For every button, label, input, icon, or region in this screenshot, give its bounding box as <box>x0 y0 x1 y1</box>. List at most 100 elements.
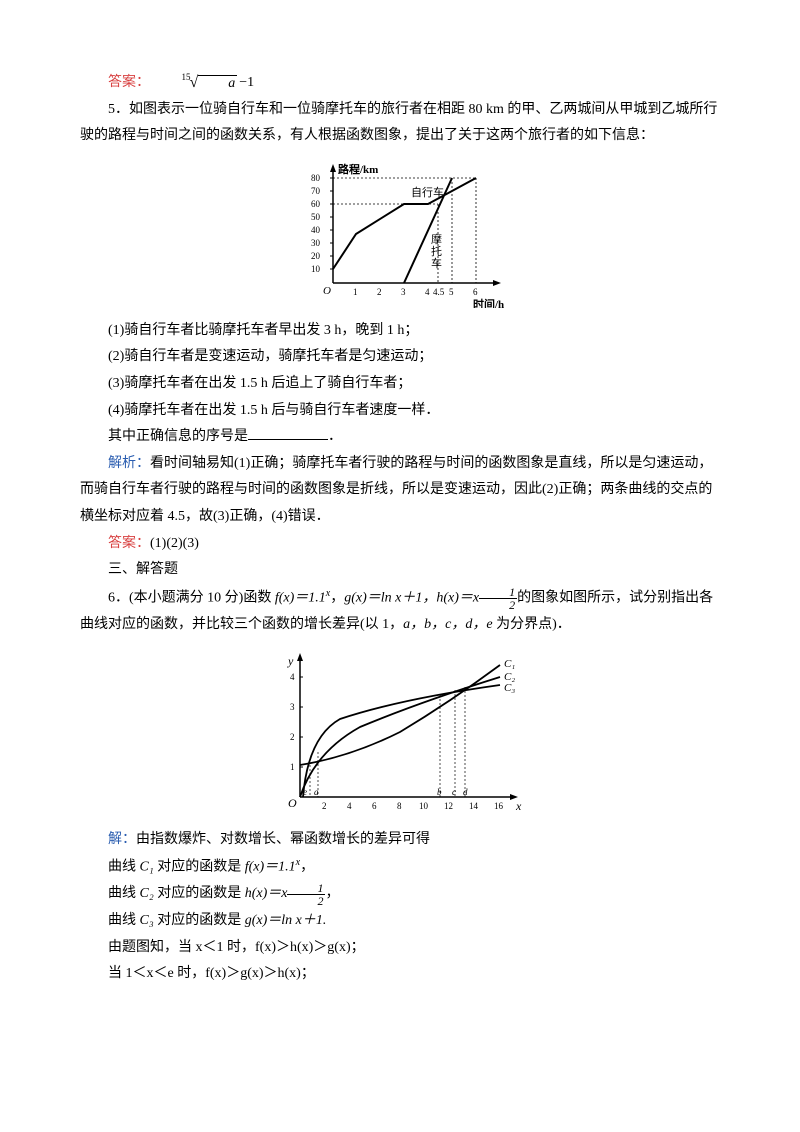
frac-half: 12 <box>479 586 517 611</box>
xtick: 10 <box>419 801 429 811</box>
letter: c <box>452 787 456 797</box>
frac-d: 2 <box>287 895 325 907</box>
sol-label: 解： <box>108 832 136 847</box>
t: 曲线 <box>108 913 140 928</box>
ytick: 1 <box>290 762 295 772</box>
ytick: 60 <box>311 199 321 209</box>
q5-intro: 5．如图表示一位骑自行车和一位骑摩托车的旅行者在相距 80 km 的甲、乙两城间… <box>80 97 720 150</box>
q6-h: h(x)＝x <box>436 590 479 605</box>
answer-text: (1)(2)(3) <box>150 536 199 551</box>
origin-label: O <box>323 285 331 297</box>
c1: C₁ <box>140 860 154 875</box>
t: 对应的函数是 <box>154 886 245 901</box>
growth-chart: y x O 2 4 6 8 10 12 14 16 1 2 3 4 <box>270 647 530 817</box>
q6-sol-2: 曲线 C₁ 对应的函数是 f(x)＝1.1x， <box>80 853 720 881</box>
curve-c2 <box>300 677 500 797</box>
q6-vars: a，b，c，d，e <box>403 617 492 632</box>
t: 曲线 <box>108 860 140 875</box>
xtick: 1 <box>353 287 358 297</box>
x-label: x <box>515 799 522 813</box>
q6-f: f(x)＝1.1 <box>275 590 326 605</box>
q6-g: g(x)＝ln x＋1， <box>344 590 436 605</box>
y-arrow <box>330 164 336 172</box>
x-ticks: 2 4 6 8 10 12 14 16 <box>322 801 504 811</box>
xtick: 14 <box>469 801 479 811</box>
q5-s2: (2)骑自行车者是变速运动，骑摩托车者是匀速运动； <box>80 344 720 371</box>
letter: d <box>463 787 468 797</box>
xtick: 3 <box>401 287 406 297</box>
xtick: 8 <box>397 801 402 811</box>
letter: a <box>314 787 319 797</box>
t: ， <box>325 886 339 901</box>
xtick: 4 <box>347 801 352 811</box>
origin: O <box>288 796 297 810</box>
letters: e a b c d <box>303 787 468 797</box>
q6-sol-5: 由题图知，当 x＜1 时，f(x)＞h(x)＞g(x)； <box>80 935 720 962</box>
answer-label: 答案： <box>108 536 150 551</box>
root-body: a <box>198 75 237 91</box>
x-arrow <box>493 280 501 286</box>
q5-s4: (4)骑摩托车者在出发 1.5 h 后与骑自行车者速度一样． <box>80 398 720 425</box>
q6-text3: 为分界点)． <box>493 617 571 632</box>
xtick: 16 <box>494 801 504 811</box>
xtick: 2 <box>322 801 327 811</box>
root-expr: 15 √a <box>154 75 240 91</box>
q6-sol-3: 曲线 C₂ 对应的函数是 h(x)＝x12， <box>80 881 720 908</box>
letter: e <box>303 787 307 797</box>
g: g(x)＝ln x＋1. <box>245 913 327 928</box>
frac-n: 1 <box>287 882 325 895</box>
answer-tail: −1 <box>239 75 254 90</box>
ytick: 40 <box>311 225 321 235</box>
q5-s1: (1)骑自行车者比骑摩托车者早出发 3 h，晚到 1 h； <box>80 318 720 345</box>
ytick: 30 <box>311 238 321 248</box>
ytick: 10 <box>311 264 321 274</box>
bike-label: 自行车 <box>411 185 444 199</box>
q6-sol-4: 曲线 C₃ 对应的函数是 g(x)＝ln x＋1. <box>80 908 720 935</box>
frac-d: 2 <box>479 599 517 611</box>
y-label: 路程/km <box>338 162 378 176</box>
sol1-text: 由指数爆炸、对数增长、幂函数增长的差异可得 <box>136 832 430 847</box>
q5-s3: (3)骑摩托车者在出发 1.5 h 后追上了骑自行车者； <box>80 371 720 398</box>
t: ， <box>300 860 314 875</box>
y-ticks: 80 70 60 50 40 30 20 10 <box>311 173 333 274</box>
ytick: 70 <box>311 186 321 196</box>
section-3-title: 三、解答题 <box>80 557 720 584</box>
f: f(x)＝1.1 <box>245 860 296 875</box>
q6-text: 6．(本小题满分 10 分)函数 <box>108 590 275 605</box>
y-ticks: 1 2 3 4 <box>290 672 303 772</box>
q5-figure: 80 70 60 50 40 30 20 10 1 2 3 4 4.5 5 <box>80 158 720 308</box>
answer-label: 答案： <box>108 75 150 90</box>
c3: C₃ <box>140 913 154 928</box>
xtick: 2 <box>377 287 382 297</box>
t: 对应的函数是 <box>154 860 245 875</box>
xtick: 6 <box>473 287 478 297</box>
xtick: 5 <box>449 287 454 297</box>
analysis-text: 看时间轴易知(1)正确；骑摩托车者行驶的路程与时间的函数图象是直线，所以是匀速运… <box>80 456 712 524</box>
q5-answer: 答案：(1)(2)(3) <box>80 531 720 558</box>
dashed-lines <box>333 178 476 283</box>
ytick: 2 <box>290 732 295 742</box>
blank-line <box>248 425 328 440</box>
x-ticks: 1 2 3 4 4.5 5 6 <box>353 287 478 297</box>
q6-sol-6: 当 1＜x＜e 时，f(x)＞g(x)＞h(x)； <box>80 961 720 988</box>
xtick: 12 <box>444 801 453 811</box>
xtick: 4.5 <box>433 287 445 297</box>
t: 对应的函数是 <box>154 913 245 928</box>
xtick: 6 <box>372 801 377 811</box>
q5-ask: 其中正确信息的序号是． <box>80 424 720 451</box>
q5-ask-text: 其中正确信息的序号是 <box>108 429 248 444</box>
frac-half: 12 <box>287 882 325 907</box>
ytick: 50 <box>311 212 321 222</box>
c3-label: C₃ <box>504 682 515 694</box>
x-label: 时间/h <box>473 297 504 308</box>
ytick: 3 <box>290 702 295 712</box>
analysis-label: 解析： <box>108 456 150 471</box>
y-label: y <box>287 654 294 668</box>
ytick: 4 <box>290 672 295 682</box>
t: 曲线 <box>108 886 140 901</box>
q6-sol-1: 解：由指数爆炸、对数增长、幂函数增长的差异可得 <box>80 827 720 854</box>
q5-analysis: 解析：看时间轴易知(1)正确；骑摩托车者行驶的路程与时间的函数图象是直线，所以是… <box>80 451 720 531</box>
distance-time-chart: 80 70 60 50 40 30 20 10 1 2 3 4 4.5 5 <box>285 158 515 308</box>
ytick: 20 <box>311 251 321 261</box>
curve-c3 <box>303 685 500 797</box>
